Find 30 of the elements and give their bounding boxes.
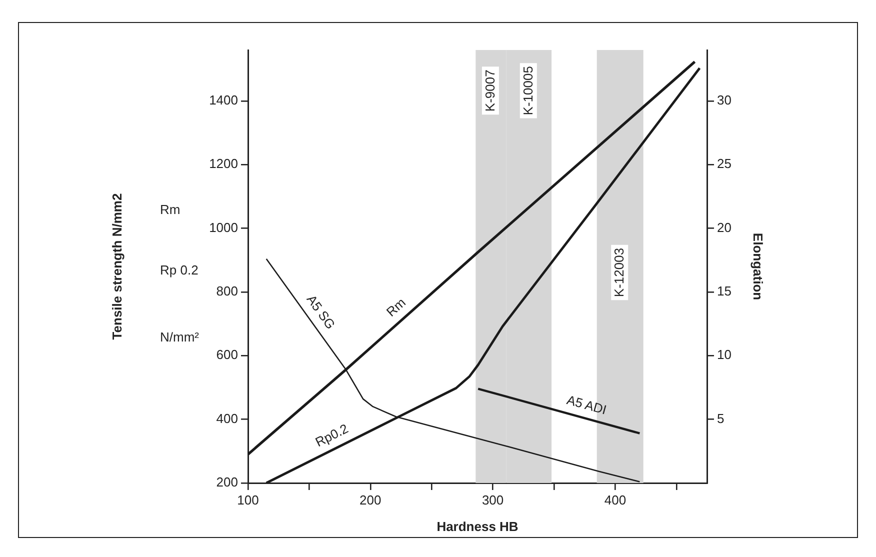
text: Rm — [160, 202, 180, 217]
x-tick-label: 300 — [482, 492, 504, 508]
text: N/mm² — [160, 330, 200, 345]
band-label: K-10005 — [520, 66, 536, 116]
y-tick-label: 1400 — [209, 92, 238, 108]
text: Tensile strength N/mm2 — [110, 193, 125, 340]
x-tick-label: 200 — [360, 492, 382, 508]
y2-tick-label: 10 — [717, 347, 732, 362]
band-label: K-12003 — [612, 248, 627, 298]
text: A5 SG — [304, 292, 338, 332]
y-tick-label: 1200 — [209, 156, 238, 172]
text: A5 ADI — [565, 392, 608, 418]
y-tick-label: 400 — [216, 410, 238, 426]
y-tick-label: 800 — [216, 284, 238, 299]
y2-axis-title: Elongation — [750, 232, 766, 300]
y-tick-label: 600 — [216, 347, 238, 362]
y-tick-label: 1000 — [209, 220, 238, 235]
text: Rp 0.2 — [160, 262, 198, 278]
y2-tick-label: 15 — [717, 284, 732, 299]
y-tick-label: 200 — [216, 474, 238, 490]
x-axis-title: Hardness HB — [436, 518, 518, 534]
y2-tick-label: 5 — [717, 410, 724, 426]
y2-tick-label: 30 — [717, 92, 732, 108]
y2-tick-label: 20 — [717, 220, 732, 235]
y2-tick-label: 25 — [717, 156, 732, 172]
text: Rp0.2 — [312, 420, 351, 450]
text: Rm — [383, 294, 408, 320]
x-tick-label: 400 — [604, 492, 626, 508]
x-tick-label: 100 — [237, 492, 259, 508]
band-label: K-9007 — [482, 70, 498, 112]
